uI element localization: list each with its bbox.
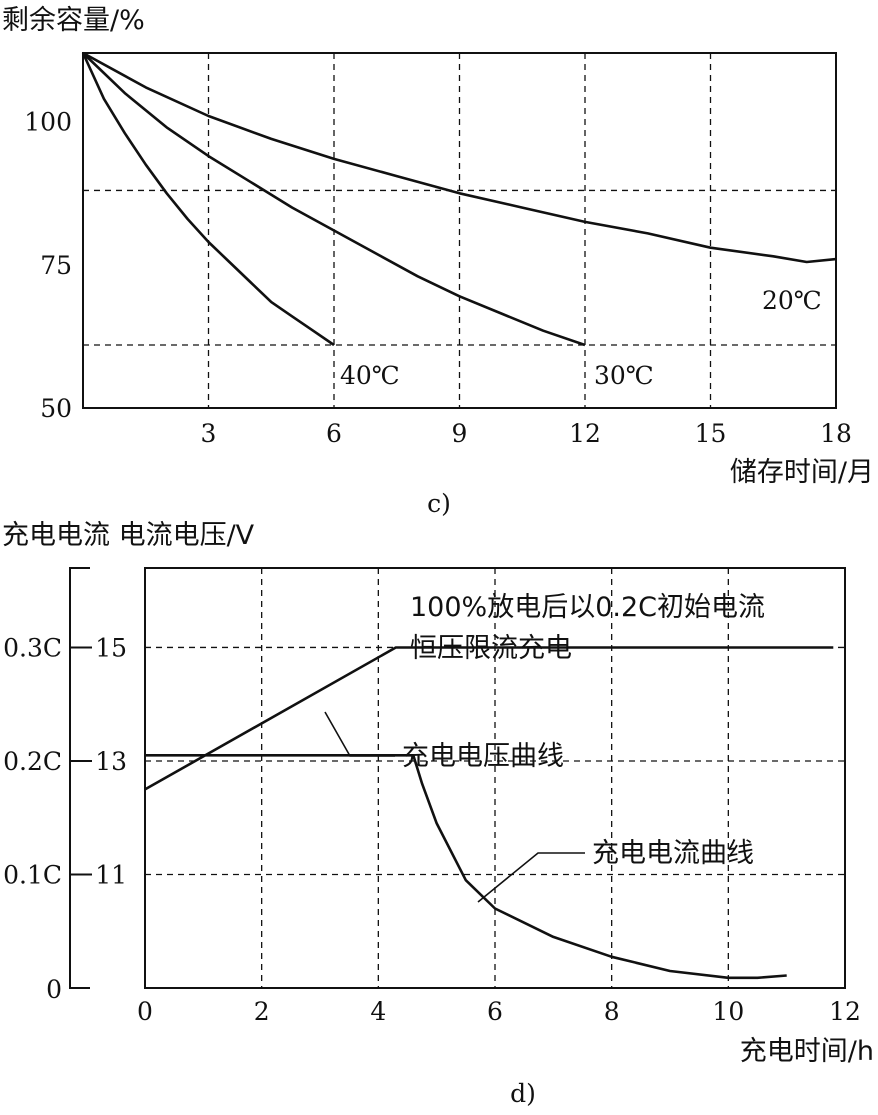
- y-axis-title: 剩余容量/%: [2, 5, 145, 36]
- left-axis-bracket: [69, 567, 90, 989]
- series-line: [145, 754, 787, 980]
- leader-line: [477, 852, 585, 903]
- plot-frame: [144, 567, 846, 989]
- series-line: [82, 51, 837, 264]
- chart-storage-capacity: 40℃ 30℃ 20℃ 3 6 9 12 15 18 50 75 100 剩余容量/% 储存时间/月 c): [2, 5, 874, 518]
- y-tick-label: 50: [40, 394, 72, 423]
- y-tick-label-current: 0.1C: [3, 860, 62, 889]
- y-tick-label-voltage: 15: [95, 633, 127, 662]
- y-tick-label-voltage: 11: [95, 860, 127, 889]
- series-line: [81, 52, 335, 347]
- panel-label: d): [510, 1079, 536, 1108]
- x-tick-label: 12: [569, 419, 601, 448]
- x-tick-label: 2: [254, 997, 270, 1026]
- x-tick-label: 9: [452, 419, 468, 448]
- series-line: [144, 646, 834, 791]
- series-line: [82, 52, 586, 347]
- y-tick-label-current: 0.3C: [3, 633, 62, 662]
- y-axis-title: 充电电流 电流电压/V: [2, 520, 255, 551]
- series-label: 30℃: [594, 361, 654, 390]
- x-tick-label: 4: [370, 997, 386, 1026]
- y-tick-label-voltage: 13: [95, 747, 127, 776]
- annotation-line: 100%放电后以0.2C初始电流: [410, 592, 765, 623]
- x-axis-title: 充电时间/h: [740, 1036, 874, 1067]
- x-tick-label: 6: [487, 997, 503, 1026]
- x-tick-label: 8: [604, 997, 620, 1026]
- annotation-line: 恒压限流充电: [410, 633, 572, 664]
- panel-label: c): [427, 489, 451, 518]
- x-tick-label: 6: [326, 419, 342, 448]
- series-label: 40℃: [340, 361, 400, 390]
- plot-frame: [82, 52, 837, 409]
- y-tick-label-current: 0.2C: [3, 747, 62, 776]
- series-label: 充电电流曲线: [592, 838, 754, 869]
- x-tick-label: 15: [695, 419, 727, 448]
- series-label: 充电电压曲线: [402, 741, 564, 772]
- series-label: 20℃: [762, 286, 822, 315]
- x-tick-label: 0: [137, 997, 153, 1026]
- y-tick-label: 75: [40, 251, 72, 280]
- chart-charging-curves: 0 2 4 6 8 10 12 0 0.1C 0.2C 0.3C 11 13 15 100%放电后以0.2C…: [2, 520, 874, 1108]
- y-tick-label: 100: [24, 108, 72, 137]
- x-tick-label: 3: [201, 419, 217, 448]
- x-tick-label: 10: [712, 997, 744, 1026]
- x-axis-title: 储存时间/月: [730, 457, 874, 488]
- leader-line: [324, 711, 395, 757]
- x-tick-label: 18: [820, 419, 852, 448]
- x-tick-label: 12: [829, 997, 861, 1026]
- y-tick-label-current: 0: [46, 975, 62, 1004]
